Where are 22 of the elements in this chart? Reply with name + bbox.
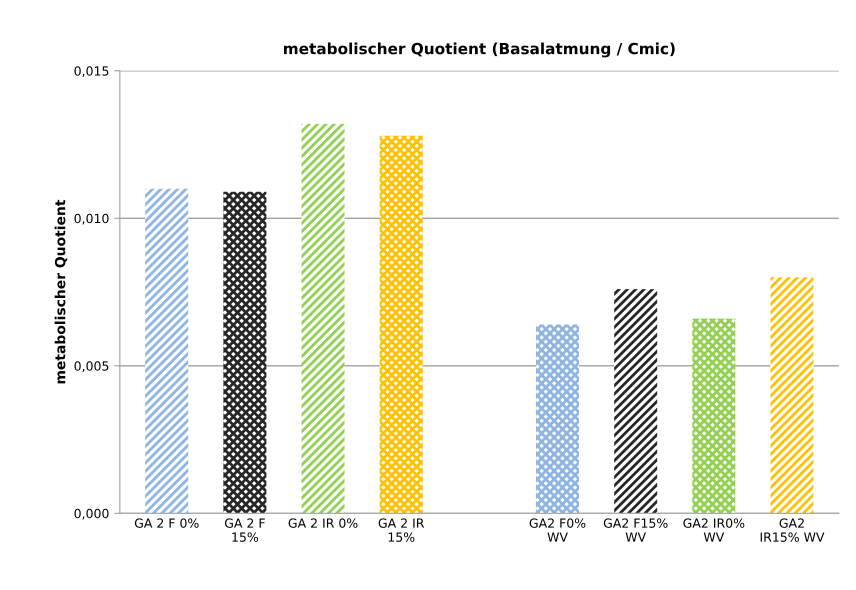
chart-title: metabolischer Quotient (Basalatmung / Cmic) xyxy=(284,42,675,58)
x-tick-label: GA 2 IR 0% xyxy=(288,518,358,528)
x-tick-label: GA2 IR15% WV xyxy=(760,518,824,542)
y-axis-title: metabolischer Quotient xyxy=(54,200,68,384)
x-tick-label: GA 2 F 15% xyxy=(224,518,265,542)
bar xyxy=(770,277,814,514)
bar xyxy=(692,318,736,514)
bar xyxy=(380,136,423,514)
bar xyxy=(536,324,580,514)
x-tick-label: GA2 F0% WV xyxy=(530,518,586,542)
bar xyxy=(302,124,345,514)
x-tick-label: GA2 IR0% WV xyxy=(683,518,744,542)
y-tick-label: 0,000 xyxy=(74,508,109,520)
bar xyxy=(145,188,188,514)
x-tick-label: GA2 F15% WV xyxy=(604,518,668,542)
x-tick-label: GA 2 F 0% xyxy=(134,518,199,528)
y-tick-label: 0,010 xyxy=(74,214,109,224)
y-tick-label: 0,005 xyxy=(74,361,108,372)
bar xyxy=(223,192,266,514)
y-tick-label: 0,015 xyxy=(74,66,108,77)
x-tick-label: GA 2 IR 15% xyxy=(378,518,424,542)
bar xyxy=(614,289,658,514)
